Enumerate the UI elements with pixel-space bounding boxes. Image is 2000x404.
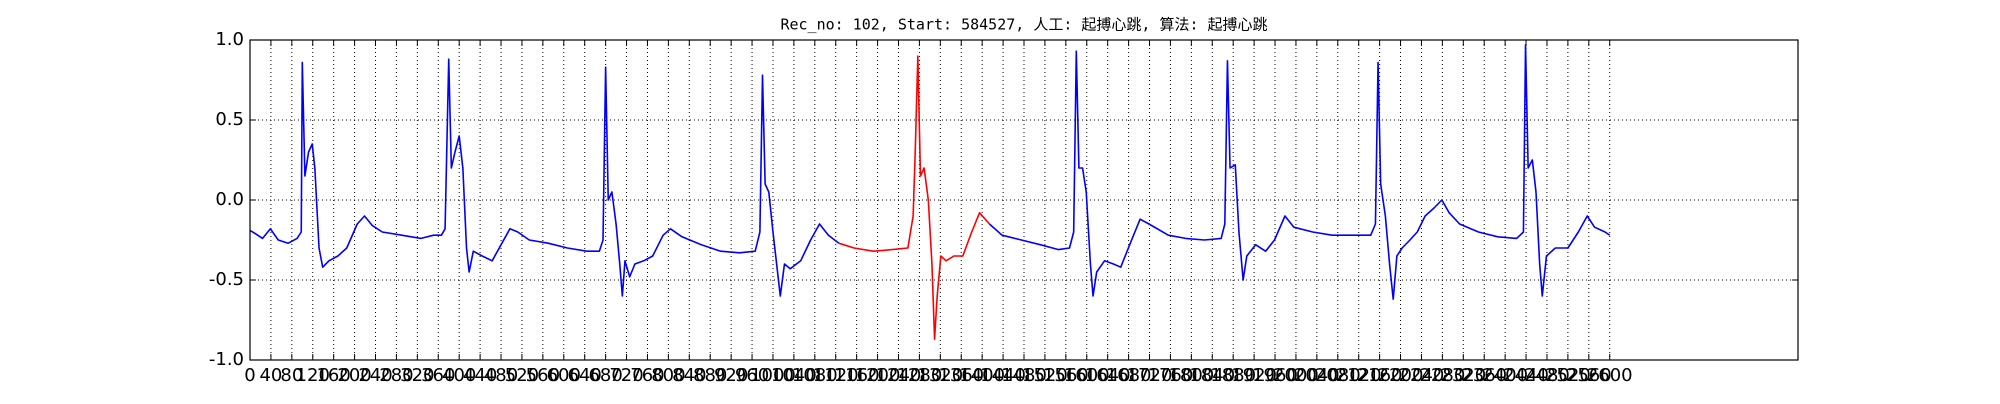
x-tick-label: 160 bbox=[316, 365, 350, 386]
x-tick-label: 640 bbox=[568, 365, 602, 386]
x-tick-label: 280 bbox=[379, 365, 413, 386]
x-tick-label: 1320 bbox=[917, 365, 963, 386]
x-tick-label: 1760 bbox=[1148, 365, 1194, 386]
y-tick-label: -1.0 bbox=[209, 349, 244, 370]
x-tick-label: 320 bbox=[400, 365, 434, 386]
x-tick-label: 120 bbox=[296, 365, 330, 386]
x-tick-label: 480 bbox=[484, 365, 518, 386]
y-tick-label: 0.5 bbox=[215, 109, 244, 130]
x-tick-label: 680 bbox=[588, 365, 622, 386]
x-tick-label: 2320 bbox=[1440, 365, 1486, 386]
x-tick-label: 2000 bbox=[1273, 365, 1319, 386]
x-tick-label: 1680 bbox=[1106, 365, 1152, 386]
x-tick-label: 360 bbox=[421, 365, 455, 386]
x-tick-label: 1480 bbox=[1001, 365, 1047, 386]
x-tick-label: 560 bbox=[526, 365, 560, 386]
x-tick-label: 2360 bbox=[1461, 365, 1507, 386]
x-tick-label: 1400 bbox=[959, 365, 1005, 386]
x-tick-label: 1720 bbox=[1127, 365, 1173, 386]
x-tick-label: 40 bbox=[259, 365, 282, 386]
x-tick-label: 720 bbox=[609, 365, 643, 386]
ecg-line bbox=[249, 58, 840, 297]
x-tick-label: 2040 bbox=[1294, 365, 1340, 386]
x-tick-label: 2440 bbox=[1503, 365, 1549, 386]
x-tick-label: 600 bbox=[547, 365, 581, 386]
x-tick-label: 200 bbox=[337, 365, 371, 386]
x-tick-label: 1120 bbox=[813, 365, 859, 386]
plot-frame bbox=[249, 39, 1799, 361]
y-tick-label: 1.0 bbox=[215, 29, 244, 50]
x-tick-label: 1440 bbox=[980, 365, 1026, 386]
y-tick-label: 0.0 bbox=[215, 189, 244, 210]
y-tick-label: -0.5 bbox=[209, 269, 244, 290]
x-tick-label: 1240 bbox=[876, 365, 922, 386]
x-tick-label: 2080 bbox=[1315, 365, 1361, 386]
x-tick-label: 1040 bbox=[771, 365, 817, 386]
x-tick-label: 1560 bbox=[1043, 365, 1089, 386]
x-tick-label: 2200 bbox=[1378, 365, 1424, 386]
x-tick-label: 2600 bbox=[1587, 365, 1633, 386]
x-tick-label: 2520 bbox=[1545, 365, 1591, 386]
x-tick-label: 960 bbox=[735, 365, 769, 386]
x-tick-label: 400 bbox=[442, 365, 476, 386]
x-tick-label: 2560 bbox=[1566, 365, 1612, 386]
x-tick-label: 1920 bbox=[1231, 365, 1277, 386]
ecg-line bbox=[988, 44, 1611, 300]
x-tick-label: 1080 bbox=[792, 365, 838, 386]
x-tick-label: 520 bbox=[505, 365, 539, 386]
x-tick-label: 2280 bbox=[1419, 365, 1465, 386]
x-tick-label: 1800 bbox=[1168, 365, 1214, 386]
x-tick-label: 2400 bbox=[1482, 365, 1528, 386]
x-tick-label: 80 bbox=[280, 365, 303, 386]
x-tick-label: 2160 bbox=[1357, 365, 1403, 386]
x-tick-label: 1880 bbox=[1210, 365, 1256, 386]
x-tick-label: 840 bbox=[672, 365, 706, 386]
x-tick-label: 1360 bbox=[938, 365, 984, 386]
x-tick-label: 800 bbox=[651, 365, 685, 386]
x-tick-label: 1200 bbox=[855, 365, 901, 386]
x-tick-label: 1520 bbox=[1022, 365, 1068, 386]
x-tick-label: 1160 bbox=[834, 365, 880, 386]
x-tick-label: 920 bbox=[714, 365, 748, 386]
x-tick-label: 2480 bbox=[1524, 365, 1570, 386]
x-tick-label: 240 bbox=[358, 365, 392, 386]
x-tick-label: 760 bbox=[630, 365, 664, 386]
x-tick-label: 1280 bbox=[896, 365, 942, 386]
x-tick-label: 2240 bbox=[1399, 365, 1445, 386]
x-tick-label: 880 bbox=[693, 365, 727, 386]
x-tick-label: 2120 bbox=[1336, 365, 1382, 386]
chart-title: Rec_no: 102, Start: 584527, 人工: 起搏心跳, 算法… bbox=[780, 16, 1267, 34]
x-tick-label: 1640 bbox=[1085, 365, 1131, 386]
x-tick-label: 0 bbox=[244, 365, 255, 386]
x-tick-label: 1000 bbox=[750, 365, 796, 386]
x-tick-label: 440 bbox=[463, 365, 497, 386]
x-tick-label: 1840 bbox=[1189, 365, 1235, 386]
x-tick-label: 1960 bbox=[1252, 365, 1298, 386]
ecg-line bbox=[838, 55, 991, 340]
x-tick-label: 1600 bbox=[1064, 365, 1110, 386]
